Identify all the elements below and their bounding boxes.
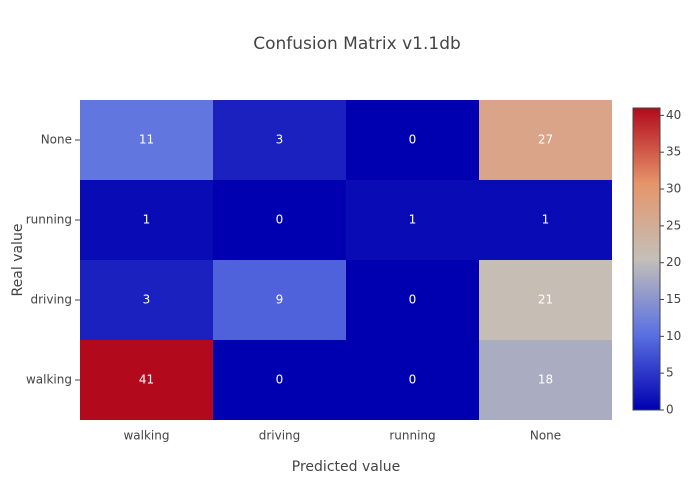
cell-label: 0 — [409, 373, 417, 387]
x-tick-label: driving — [259, 429, 301, 443]
cell-label: 9 — [276, 293, 284, 307]
heatmap-cell — [213, 340, 346, 420]
colorbar-tick-label: 40 — [666, 108, 681, 122]
heatmap-cell — [346, 100, 479, 180]
x-tick-label: running — [389, 429, 435, 443]
colorbar-tick-label: 20 — [666, 255, 681, 269]
cell-label: 0 — [276, 373, 284, 387]
cell-label: 3 — [143, 293, 151, 307]
heatmap-cell — [346, 180, 479, 260]
heatmap-cell — [213, 260, 346, 340]
colorbar-tick-label: 15 — [666, 292, 681, 306]
heatmap-cell — [80, 260, 213, 340]
y-axis-label: Real value — [10, 224, 26, 297]
heatmap-cell — [479, 340, 612, 420]
cell-label: 1 — [542, 213, 550, 227]
heatmap-cell — [213, 180, 346, 260]
colorbar-tick-label: 30 — [666, 182, 681, 196]
heatmap-cell — [346, 340, 479, 420]
x-axis-label: Predicted value — [292, 459, 400, 475]
heatmap-cell — [479, 100, 612, 180]
colorbar-tick-label: 0 — [666, 403, 674, 417]
heatmap-cell — [80, 100, 213, 180]
cell-label: 18 — [538, 373, 553, 387]
cell-label: 21 — [538, 293, 553, 307]
cell-label: 0 — [409, 293, 417, 307]
colorbar-tick-label: 5 — [666, 366, 674, 380]
y-tick-label: walking — [26, 373, 72, 387]
cell-label: 27 — [538, 133, 553, 147]
cell-label: 41 — [139, 373, 154, 387]
cell-label: 1 — [143, 213, 151, 227]
heatmap-cell — [213, 100, 346, 180]
y-tick-label: running — [26, 213, 72, 227]
heatmap-cell — [80, 340, 213, 420]
colorbar-tick-label: 10 — [666, 329, 681, 343]
heatmap-cell — [479, 260, 612, 340]
cell-label: 3 — [276, 133, 284, 147]
cell-label: 1 — [409, 213, 417, 227]
y-tick-label: None — [41, 133, 72, 147]
colorbar — [632, 107, 661, 411]
x-tick-label: None — [530, 429, 561, 443]
chart-title: Confusion Matrix v1.1db — [253, 34, 461, 54]
heatmap-cell — [80, 180, 213, 260]
cell-label: 11 — [139, 133, 154, 147]
heatmap-cell — [479, 180, 612, 260]
cell-label: 0 — [409, 133, 417, 147]
x-tick-label: walking — [123, 429, 169, 443]
colorbar-tick-label: 25 — [666, 218, 681, 232]
y-tick-label: driving — [30, 293, 72, 307]
colorbar-tick-label: 35 — [666, 145, 681, 159]
cell-label: 0 — [276, 213, 284, 227]
heatmap-cell — [346, 260, 479, 340]
